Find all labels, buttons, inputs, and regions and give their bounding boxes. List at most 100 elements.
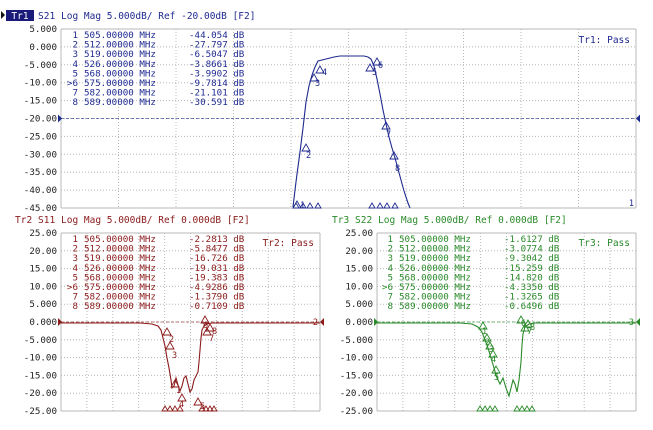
marker-index: 4 [387,263,393,274]
marker-triangle-icon[interactable] [520,323,530,332]
marker-triangle-icon[interactable] [523,319,533,328]
channel-header-tr2[interactable]: Tr2 S11 Log Mag 5.000dB/ Ref 0.000dB [F2… [15,215,250,226]
stimulus-marker-icon[interactable] [513,405,521,412]
stimulus-marker-icon[interactable] [491,405,499,412]
stimulus-marker-icon[interactable] [171,405,179,412]
marker-row[interactable]: 2 512.00000 MHz -3.0774 dB [387,244,559,255]
marker-row[interactable]: 8 589.00000 MHz -30.591 dB [72,97,244,108]
marker-row[interactable]: 4 526.00000 MHz -15.259 dB [387,263,559,274]
stimulus-marker-icon[interactable] [383,202,391,209]
marker-row[interactable]: >6 575.00000 MHz -4.9286 dB [67,282,245,293]
stimulus-marker-icon[interactable] [314,202,322,209]
stimulus-marker-icon[interactable] [486,405,494,412]
marker-triangle-icon[interactable] [478,321,488,330]
marker-triangle-icon[interactable] [177,393,187,402]
marker-triangle-icon[interactable] [170,379,180,388]
reference-level-left-arrow-icon[interactable] [374,318,378,326]
marker-value: -14.820 dB [504,272,560,283]
y-axis-labels: 5.000 0.000 -5.000 -10.00 -15.00 -20.00 -25.00… [24,24,57,214]
marker-row[interactable]: 4 526.00000 MHz -19.031 dB [72,263,244,274]
marker-row[interactable]: 3 519.00000 MHz -9.3042 dB [387,253,559,264]
marker-triangle-icon[interactable] [301,143,311,152]
stimulus-marker-icon[interactable] [210,405,218,412]
marker-row[interactable]: 1 505.00000 MHz -2.2813 dB [72,234,244,245]
stimulus-marker-icon[interactable] [202,405,210,412]
stimulus-marker-icon[interactable] [161,405,169,412]
stimulus-marker-icon[interactable] [206,405,214,412]
marker-row[interactable]: 7 582.00000 MHz -21.101 dB [72,88,244,99]
marker-row[interactable]: 5 568.00000 MHz -3.9902 dB [72,68,244,79]
trace-end-label: 1 [629,199,634,209]
marker-frequency: 568.00000 MHz [84,272,156,283]
stimulus-marker-icon[interactable] [391,202,399,209]
marker-triangle-icon[interactable] [381,121,391,130]
stimulus-marker-icon[interactable] [523,405,531,412]
marker-triangle-icon[interactable] [485,341,495,350]
stimulus-marker-icon[interactable] [176,405,184,412]
marker-triangle-icon[interactable] [309,73,319,82]
marker-row[interactable]: 7 582.00000 MHz -1.3790 dB [72,292,244,303]
graticule-grid [376,232,637,412]
channel-header-tr3[interactable]: Tr3 S22 Log Mag 5.000dB/ Ref 0.000dB [F2… [332,215,567,226]
marker-row[interactable]: 3 519.00000 MHz -16.726 dB [72,253,244,264]
y-tick-label: -45.00 [24,203,57,214]
marker-row[interactable]: 8 589.00000 MHz -0.7109 dB [72,301,244,312]
marker-row[interactable]: 4 526.00000 MHz -3.8661 dB [72,59,244,70]
marker-triangle-icon[interactable] [488,349,498,358]
stimulus-marker-icon[interactable] [299,202,307,209]
stimulus-marker-icon[interactable] [528,405,536,412]
y-tick-label: -25.00 [24,131,57,142]
y-tick-label: 20.00 [345,246,373,257]
marker-frequency: 512.00000 MHz [399,244,471,255]
marker-triangle-icon[interactable] [162,327,172,336]
marker-row[interactable]: 5 568.00000 MHz -19.383 dB [72,272,244,283]
marker-triangle-icon[interactable] [365,63,375,72]
reference-level-right-arrow-icon[interactable] [636,318,640,326]
marker-value: -5.8477 dB [189,244,245,255]
marker-row[interactable]: >6 575.00000 MHz -9.7814 dB [67,78,245,89]
marker-triangle-icon[interactable] [389,151,399,160]
stimulus-marker-icon[interactable] [306,202,314,209]
measurement-param: S21 [38,11,55,22]
marker-triangle-icon[interactable] [165,341,175,350]
marker-triangle-icon[interactable] [491,365,501,374]
stimulus-marker-icon[interactable] [198,405,206,412]
marker-row[interactable]: 3 519.00000 MHz -6.5047 dB [72,49,244,60]
marker-number-label: 1 [300,201,305,211]
marker-row[interactable]: 2 512.00000 MHz -5.8477 dB [72,244,244,255]
marker-triangle-icon[interactable] [516,315,526,324]
stimulus-marker-icon[interactable] [292,202,300,209]
stimulus-marker-icon[interactable] [518,405,526,412]
stimulus-marker-icon[interactable] [368,202,376,209]
stimulus-marker-icon[interactable] [481,405,489,412]
marker-row[interactable]: 7 582.00000 MHz -1.3265 dB [387,292,559,303]
active-trace-box [6,10,34,21]
trace-end-label: 3 [629,318,634,328]
marker-triangle-icon[interactable] [372,57,382,66]
marker-row[interactable]: 1 505.00000 MHz -1.6127 dB [387,234,559,245]
marker-row[interactable]: 8 589.00000 MHz -0.6496 dB [387,301,559,312]
reference-level-right-arrow-icon[interactable] [636,114,640,123]
marker-row[interactable]: 1 505.00000 MHz -44.054 dB [72,30,244,41]
marker-index: 2 [387,244,393,255]
reference-level-left-arrow-icon[interactable] [58,114,62,123]
stimulus-marker-icon[interactable] [376,202,384,209]
marker-number-label: 8 [212,327,217,337]
stimulus-marker-icon[interactable] [476,405,484,412]
marker-frequency: 519.00000 MHz [84,253,156,264]
marker-triangle-icon[interactable] [205,323,215,332]
marker-triangle-icon[interactable] [202,327,212,336]
channel-header-tr1[interactable]: Tr1 S21 Log Mag 5.000dB/ Ref -20.00dB [F… [1,10,255,22]
marker-triangle-icon[interactable] [482,333,492,342]
reference-level-left-arrow-icon[interactable] [58,318,62,326]
marker-row[interactable]: 2 512.00000 MHz -27.797 dB [72,40,244,51]
marker-row[interactable]: 5 568.00000 MHz -14.820 dB [387,272,559,283]
marker-triangle-icon[interactable] [315,65,325,74]
reference-level-right-arrow-icon[interactable] [320,318,324,326]
stimulus-marker-icon[interactable] [166,405,174,412]
marker-triangle-icon[interactable] [193,397,203,406]
marker-triangle-icon[interactable] [200,315,210,324]
marker-value: -19.383 dB [189,272,245,283]
marker-row[interactable]: >6 575.00000 MHz -4.3350 dB [382,282,560,293]
